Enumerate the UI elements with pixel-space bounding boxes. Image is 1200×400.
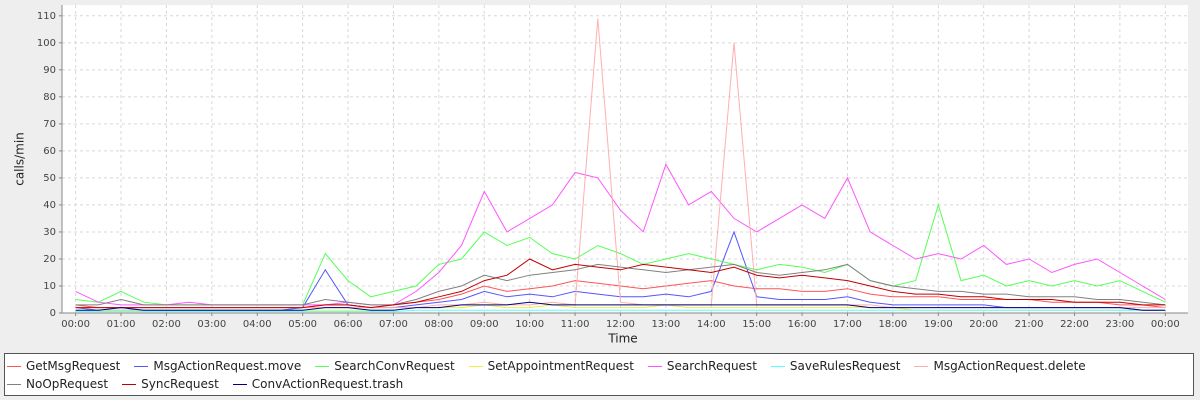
legend-item: ConvActionRequest.trash xyxy=(232,375,404,393)
legend-item: SyncRequest xyxy=(122,375,219,393)
y-tick-label: 30 xyxy=(43,227,56,238)
legend-label: SetAppointmentRequest xyxy=(487,359,634,373)
legend-label: SyncRequest xyxy=(141,377,219,391)
x-tick-label: 12:00 xyxy=(606,319,635,330)
legend-swatch xyxy=(914,365,929,367)
x-tick-label: 21:00 xyxy=(1015,319,1044,330)
legend-label: SaveRulesRequest xyxy=(789,359,901,373)
legend-swatch xyxy=(647,365,662,367)
chart: calls/min Time 0 10 20 30 40 50 60 70 80 90 100 110… xyxy=(13,5,1188,346)
y-tick-label: 110 xyxy=(37,11,56,22)
legend-swatch xyxy=(468,365,483,367)
legend-label: ConvActionRequest.trash xyxy=(251,377,404,391)
series-line xyxy=(75,258,1166,309)
series-line xyxy=(75,309,1166,313)
y-tick-label: 20 xyxy=(43,254,56,265)
series-line xyxy=(75,301,1166,311)
x-tick-label: 19:00 xyxy=(924,319,953,330)
legend-swatch xyxy=(122,383,137,385)
legend-item: GetMsgRequest xyxy=(7,357,120,375)
x-tick-label: 08:00 xyxy=(424,319,453,330)
x-tick-label: 05:00 xyxy=(288,319,317,330)
legend-item: SaveRulesRequest xyxy=(770,357,901,375)
legend-item: MsgActionRequest.move xyxy=(134,357,301,375)
legend-label: MsgActionRequest.delete xyxy=(933,359,1086,373)
legend-label: SearchRequest xyxy=(666,359,757,373)
legend-label: NoOpRequest xyxy=(26,377,109,391)
y-tick-label: 40 xyxy=(43,200,56,211)
x-tick-label: 09:00 xyxy=(470,319,499,330)
legend-label: GetMsgRequest xyxy=(26,359,121,373)
x-tick-label: 18:00 xyxy=(878,319,907,330)
legend-swatch xyxy=(232,383,247,385)
x-tick-label: 16:00 xyxy=(788,319,817,330)
legend-item: NoOpRequest xyxy=(7,375,108,393)
x-tick-label: 00:00 xyxy=(61,319,90,330)
x-tick-label: 13:00 xyxy=(651,319,680,330)
series-line xyxy=(75,263,1166,306)
x-tick-label: 17:00 xyxy=(833,319,862,330)
y-tick-label: 10 xyxy=(43,281,56,292)
legend: GetMsgRequest MsgActionRequest.move Search… xyxy=(4,353,1194,396)
x-tick-label: 02:00 xyxy=(152,319,181,330)
y-tick-label: 90 xyxy=(43,65,56,76)
plot-area xyxy=(62,5,1188,313)
y-axis-label: calls/min xyxy=(13,132,27,186)
x-tick-label: 23:00 xyxy=(1105,319,1134,330)
legend-swatch xyxy=(770,365,785,367)
x-tick-label: 07:00 xyxy=(379,319,408,330)
y-tick-label: 60 xyxy=(43,146,56,157)
x-tick-label: 04:00 xyxy=(243,319,272,330)
legend-item: MsgActionRequest.delete xyxy=(914,357,1086,375)
legend-item: SearchRequest xyxy=(647,357,757,375)
x-tick-label: 11:00 xyxy=(561,319,590,330)
y-tick-label: 0 xyxy=(50,308,56,319)
legend-swatch xyxy=(7,383,21,385)
x-tick-label: 00:00 xyxy=(1151,319,1180,330)
x-tick-label: 01:00 xyxy=(107,319,136,330)
y-tick-label: 50 xyxy=(43,173,56,184)
legend-swatch xyxy=(134,365,149,367)
x-tick-label: 22:00 xyxy=(1060,319,1089,330)
legend-label: SearchConvRequest xyxy=(334,359,455,373)
legend-swatch xyxy=(7,365,21,367)
y-tick-label: 70 xyxy=(43,119,56,130)
legend-swatch xyxy=(315,365,330,367)
x-tick-label: 20:00 xyxy=(969,319,998,330)
x-tick-label: 14:00 xyxy=(697,319,726,330)
legend-label: MsgActionRequest.move xyxy=(153,359,302,373)
x-tick-label: 06:00 xyxy=(334,319,363,330)
legend-item: SearchConvRequest xyxy=(315,357,455,375)
y-tick-label: 100 xyxy=(37,38,56,49)
x-tick-label: 10:00 xyxy=(515,319,544,330)
x-tick-label: 03:00 xyxy=(197,319,226,330)
x-tick-label: 15:00 xyxy=(742,319,771,330)
y-tick-label: 80 xyxy=(43,92,56,103)
x-axis-label: Time xyxy=(607,332,637,346)
legend-item: SetAppointmentRequest xyxy=(468,357,634,375)
